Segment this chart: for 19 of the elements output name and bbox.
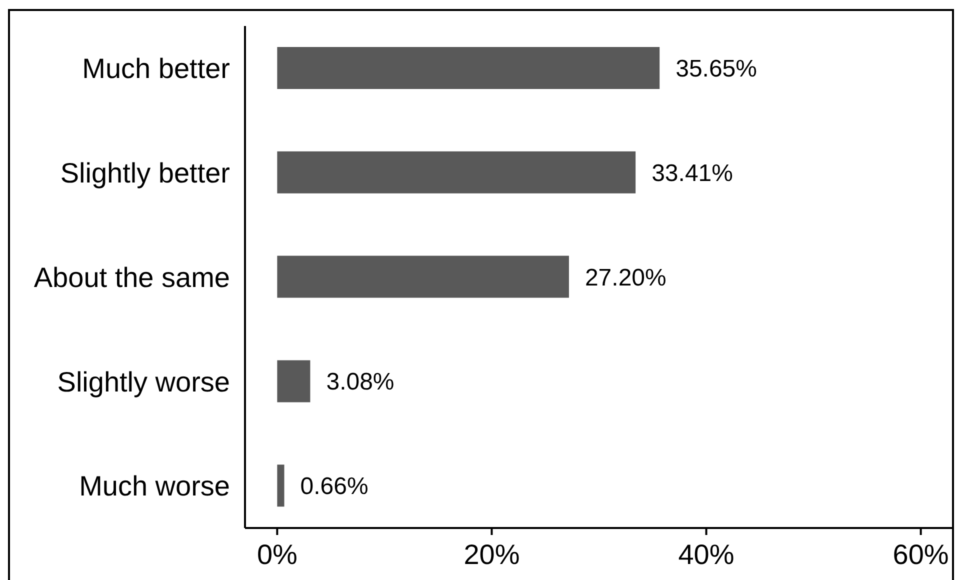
data-label: 0.66% xyxy=(300,473,368,500)
data-label: 33.41% xyxy=(652,160,733,187)
bar xyxy=(277,464,284,507)
data-label: 3.08% xyxy=(326,368,394,396)
x-tick-label: 0% xyxy=(256,538,298,570)
data-label: 35.65% xyxy=(676,56,758,83)
y-tick-label: Much worse xyxy=(79,470,230,502)
x-tick-label: 20% xyxy=(464,538,520,570)
x-tick-label: 60% xyxy=(892,538,949,570)
bar xyxy=(277,47,660,89)
x-tick-label: 40% xyxy=(678,538,734,570)
bar xyxy=(277,256,569,298)
bar xyxy=(277,151,636,194)
data-label: 27.20% xyxy=(584,264,666,292)
y-tick-label: Slightly better xyxy=(60,158,230,189)
y-tick-label: Much better xyxy=(82,53,230,84)
y-tick-label: About the same xyxy=(34,262,230,293)
y-tick-label: Slightly worse xyxy=(57,366,230,398)
bar xyxy=(277,360,310,402)
